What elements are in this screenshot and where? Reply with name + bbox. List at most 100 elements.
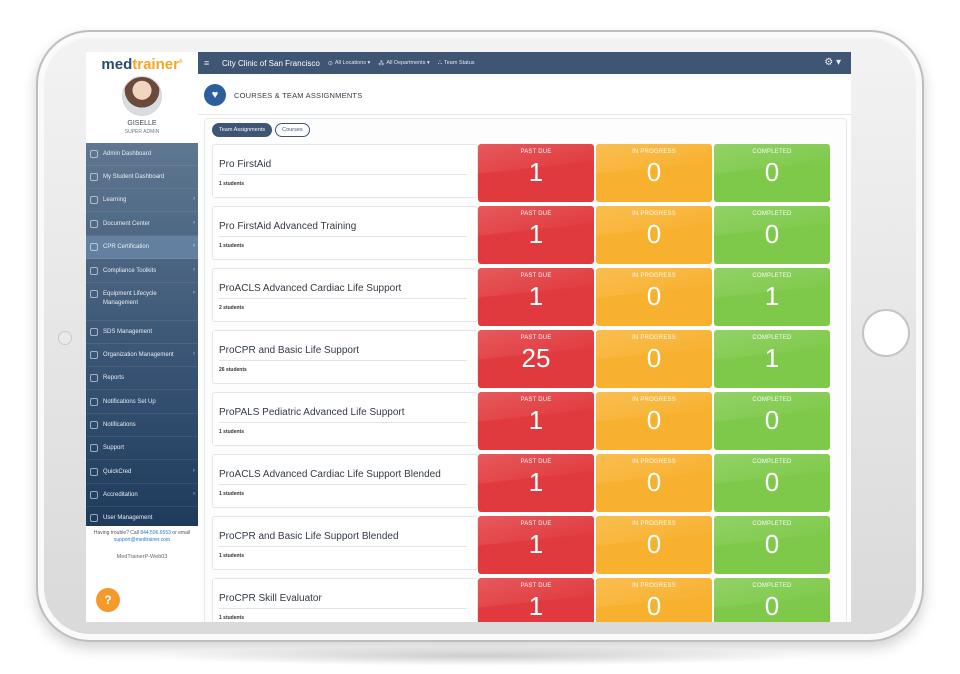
past-due-tile[interactable]: PAST DUE 1 [478, 268, 594, 326]
course-name[interactable]: ProACLS Advanced Cardiac Life Support [219, 283, 402, 294]
past-due-tile[interactable]: PAST DUE 1 [478, 392, 594, 450]
sidebar-item-reports[interactable]: Reports [86, 367, 198, 390]
sidebar-item-my-student-dashboard[interactable]: My Student Dashboard [86, 166, 198, 189]
sidebar-item-document-center[interactable]: Document Center › [86, 213, 198, 236]
locations-dropdown[interactable]: ⊙ All Locations ▾ [328, 60, 371, 67]
sidebar-item-user-management[interactable]: User Management [86, 507, 198, 530]
sidebar-item-organization-management[interactable]: Organization Management › [86, 344, 198, 367]
sidebar-item-notifications-set-up[interactable]: Notifications Set Up [86, 391, 198, 414]
past-due-tile[interactable]: PAST DUE 1 [478, 454, 594, 512]
hazard-icon [90, 328, 98, 336]
logo-registered-mark: ® [178, 59, 183, 65]
past-due-count: 1 [528, 529, 544, 559]
past-due-label: PAST DUE [520, 521, 552, 527]
past-due-count: 1 [528, 405, 544, 435]
course-card[interactable]: ProPALS Pediatric Advanced Life Support 1… [212, 392, 478, 446]
sidebar-item-support[interactable]: Support [86, 437, 198, 460]
main-content: ♥ COURSES & TEAM ASSIGNMENTS Team Assign… [198, 74, 851, 622]
course-card[interactable]: ProCPR Skill Evaluator 1 students [212, 578, 478, 622]
in-progress-tile[interactable]: IN PROGRESS 0 [596, 206, 712, 264]
course-name[interactable]: Pro FirstAid Advanced Training [219, 221, 357, 232]
sidebar-item-label: Accreditation [103, 492, 138, 498]
course-divider [219, 422, 467, 423]
help-button[interactable]: ? [96, 588, 120, 612]
course-name[interactable]: Pro FirstAid [219, 159, 272, 170]
course-name[interactable]: ProCPR Skill Evaluator [219, 593, 322, 604]
course-name[interactable]: ProPALS Pediatric Advanced Life Support [219, 407, 405, 418]
course-student-count: 1 students [219, 491, 245, 497]
sidebar-item-compliance-toolkits[interactable]: Compliance Toolkits › [86, 260, 198, 283]
departments-dropdown[interactable]: ⁂ All Departments ▾ [378, 60, 429, 67]
chevron-right-icon: › [193, 267, 195, 273]
sidebar-item-equipment-lifecycle-management[interactable]: Equipment Lifecycle Management › [86, 283, 198, 321]
chevron-right-icon: › [193, 468, 195, 474]
completed-tile[interactable]: COMPLETED 1 [714, 330, 830, 388]
completed-tile[interactable]: COMPLETED 1 [714, 268, 830, 326]
menu-toggle-icon[interactable]: ≡ [204, 58, 210, 68]
support-phone-link[interactable]: 844.596.6553 [140, 530, 171, 536]
sidebar-item-quickcred[interactable]: QuickCred › [86, 461, 198, 484]
course-name[interactable]: ProCPR and Basic Life Support [219, 345, 360, 356]
tab-team-assignments[interactable]: Team Assignments [212, 123, 273, 137]
in-progress-label: IN PROGRESS [632, 397, 676, 403]
in-progress-tile[interactable]: IN PROGRESS 0 [596, 330, 712, 388]
past-due-tile[interactable]: PAST DUE 1 [478, 578, 594, 622]
completed-tile[interactable]: COMPLETED 0 [714, 454, 830, 512]
course-student-count: 1 students [219, 243, 245, 249]
sidebar-item-sds-management[interactable]: SDS Management [86, 321, 198, 344]
top-bar: ≡ City Clinic of San Francisco ⊙ All Loca… [198, 52, 851, 74]
completed-label: COMPLETED [752, 521, 792, 527]
sidebar-item-notifications[interactable]: Notifications [86, 414, 198, 437]
past-due-tile[interactable]: PAST DUE 1 [478, 516, 594, 574]
past-due-tile[interactable]: PAST DUE 1 [478, 144, 594, 202]
settings-gear-icon[interactable]: ⚙ ▾ [824, 57, 841, 68]
support-email-link[interactable]: support@medtrainer.com [113, 537, 171, 543]
tablet-camera [58, 331, 72, 345]
organization-name[interactable]: City Clinic of San Francisco [222, 58, 320, 68]
accreditation-icon [90, 491, 98, 499]
course-card[interactable]: ProACLS Advanced Cardiac Life Support Bl… [212, 454, 478, 508]
sidebar-item-accreditation[interactable]: Accreditation › [86, 484, 198, 507]
team-status-link[interactable]: ⛬ Team Status [438, 60, 475, 67]
course-name[interactable]: ProACLS Advanced Cardiac Life Support Bl… [219, 469, 441, 480]
in-progress-tile[interactable]: IN PROGRESS 0 [596, 144, 712, 202]
in-progress-tile[interactable]: IN PROGRESS 0 [596, 516, 712, 574]
chevron-right-icon: › [193, 491, 195, 497]
sidebar-item-learning[interactable]: Learning › [86, 189, 198, 212]
tools-icon [90, 267, 98, 275]
tab-courses[interactable]: Courses [275, 123, 310, 137]
in-progress-count: 0 [646, 591, 662, 621]
user-name: GISELLE [127, 120, 157, 127]
course-name[interactable]: ProCPR and Basic Life Support Blended [219, 531, 399, 542]
sidebar-item-label: Organization Management [103, 352, 174, 358]
in-progress-tile[interactable]: IN PROGRESS 0 [596, 268, 712, 326]
in-progress-tile[interactable]: IN PROGRESS 0 [596, 578, 712, 622]
completed-tile[interactable]: COMPLETED 0 [714, 516, 830, 574]
laptop-icon [90, 196, 98, 204]
completed-tile[interactable]: COMPLETED 0 [714, 392, 830, 450]
tablet-home-button [862, 309, 910, 357]
graduation-cap-icon [90, 173, 98, 181]
medtrainer-logo[interactable]: medtrainer® [86, 56, 198, 73]
course-card[interactable]: ProCPR and Basic Life Support 26 students [212, 330, 478, 384]
in-progress-tile[interactable]: IN PROGRESS 0 [596, 454, 712, 512]
course-card[interactable]: Pro FirstAid 1 students [212, 144, 478, 198]
course-card[interactable]: ProACLS Advanced Cardiac Life Support 2 s… [212, 268, 478, 322]
past-due-tile[interactable]: PAST DUE 1 [478, 206, 594, 264]
in-progress-tile[interactable]: IN PROGRESS 0 [596, 392, 712, 450]
past-due-count: 1 [528, 591, 544, 621]
past-due-label: PAST DUE [520, 397, 552, 403]
completed-count: 0 [764, 405, 780, 435]
course-card[interactable]: ProCPR and Basic Life Support Blended 1 s… [212, 516, 478, 570]
completed-tile[interactable]: COMPLETED 0 [714, 578, 830, 622]
sidebar-item-admin-dashboard[interactable]: Admin Dashboard [86, 143, 198, 166]
past-due-tile[interactable]: PAST DUE 25 [478, 330, 594, 388]
completed-count: 1 [764, 343, 780, 373]
course-card[interactable]: Pro FirstAid Advanced Training 1 students [212, 206, 478, 260]
sidebar-item-cpr-certification[interactable]: CPR Certification › [86, 236, 198, 259]
avatar[interactable] [122, 76, 162, 116]
completed-tile[interactable]: COMPLETED 0 [714, 206, 830, 264]
reports-icon [90, 374, 98, 382]
tablet-shadow [150, 646, 810, 666]
completed-tile[interactable]: COMPLETED 0 [714, 144, 830, 202]
